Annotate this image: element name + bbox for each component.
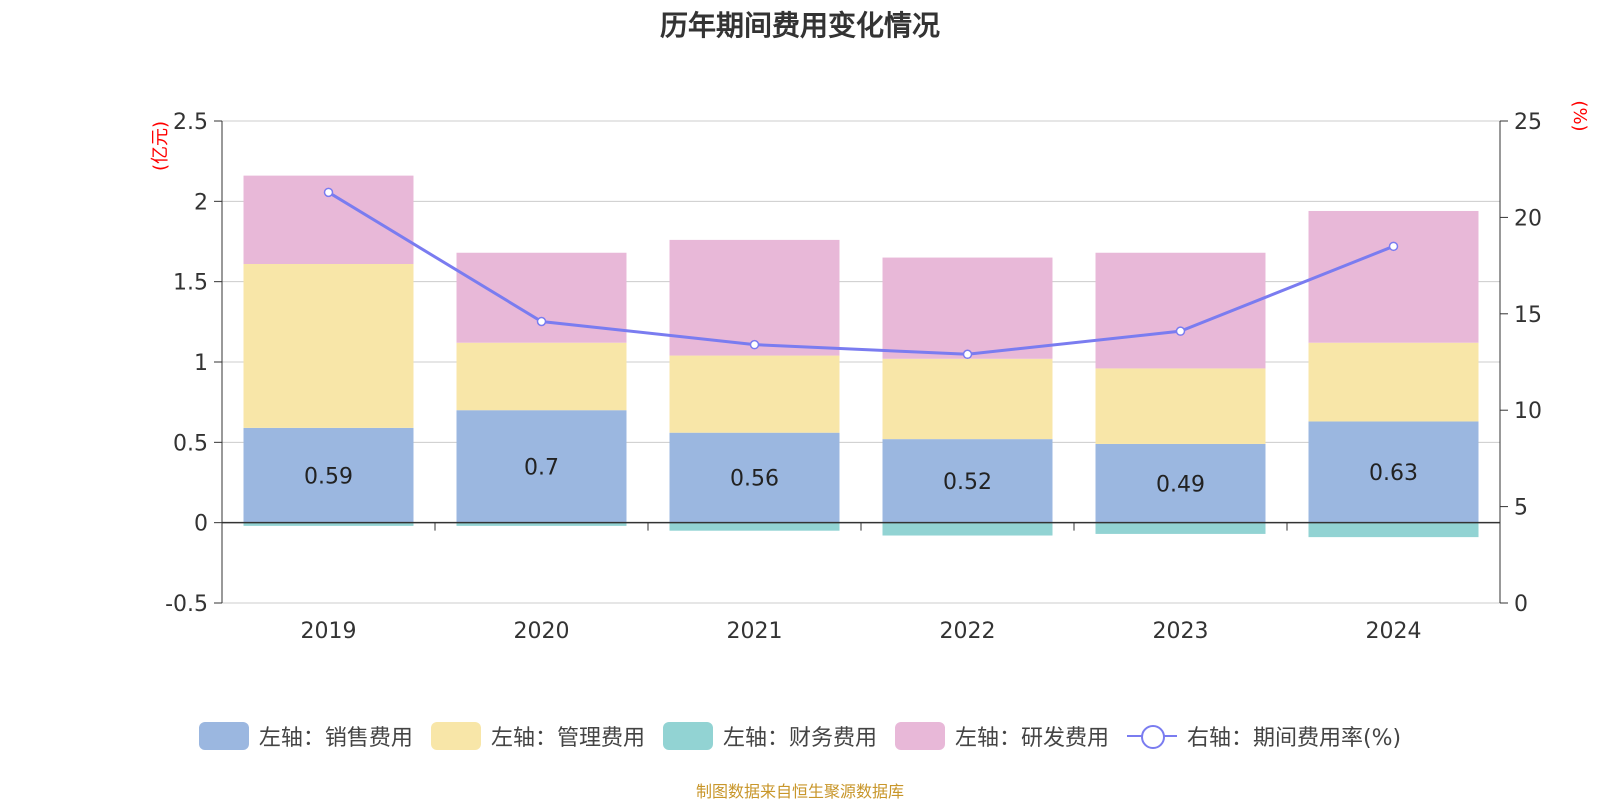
bar-sales: [456, 410, 627, 523]
bar-admin: [1095, 368, 1266, 444]
left-axis-tick-label: 0.5: [173, 431, 208, 456]
data-label-sales: 0.49: [1156, 472, 1205, 497]
x-axis-tick-label: 2023: [1153, 619, 1209, 644]
bar-admin: [1308, 342, 1479, 422]
bar-sales: [1308, 421, 1479, 523]
legend-label-finance: 左轴：财务费用: [722, 726, 877, 751]
data-label-sales: 0.63: [1369, 461, 1418, 486]
legend-label-ratio: 右轴：期间费用率(%): [1186, 726, 1402, 751]
legend-item-admin[interactable]: 左轴：管理费用: [430, 720, 645, 752]
bars-group: [243, 175, 1479, 538]
bar-sales: [243, 427, 414, 523]
bar-sales: [882, 439, 1053, 523]
legend-label-rd: 左轴：研发费用: [954, 726, 1109, 751]
bar-admin: [243, 263, 414, 428]
axes-group: -0.5 0 0.5 1 1.5 2 2.5 0 5 10 15 20 25 (亿元) (%) 2019 202…: [150, 100, 1590, 644]
legend-swatch-finance: [662, 722, 713, 750]
right-axis-tick-label: 25: [1514, 110, 1542, 135]
ratio-point: [749, 339, 760, 350]
source-note: 制图数据来自恒生聚源数据库: [695, 782, 904, 801]
bar-finance: [882, 522, 1053, 536]
bar-admin: [456, 342, 627, 411]
data-label-sales: 0.52: [943, 470, 992, 495]
bar-finance: [669, 522, 840, 531]
x-axis-tick-label: 2020: [514, 619, 570, 644]
bar-finance: [456, 522, 627, 526]
grid-lines: [222, 120, 1500, 604]
legend-item-rd[interactable]: 左轴：研发费用: [894, 720, 1109, 752]
left-axis-tick-label: 2.5: [173, 110, 208, 135]
data-label-sales: 0.59: [304, 464, 353, 489]
x-axis-tick-label: 2021: [727, 619, 783, 644]
left-axis-tick-label: 0: [194, 512, 208, 537]
bar-rd: [1095, 252, 1266, 369]
ratio-point: [962, 349, 973, 360]
left-axis-tick-label: 2: [194, 190, 208, 215]
ratio-point: [536, 316, 547, 327]
legend-label-admin: 左轴：管理费用: [490, 726, 645, 751]
right-axis-tick-label: 15: [1514, 303, 1542, 328]
bar-rd: [882, 257, 1053, 359]
legend-swatch-sales: [198, 722, 249, 750]
bar-admin: [669, 355, 840, 433]
legend-item-sales[interactable]: 左轴：销售费用: [198, 720, 413, 752]
bar-rd: [669, 239, 840, 356]
left-axis-tick-label: -0.5: [165, 592, 208, 617]
ratio-point: [323, 187, 334, 198]
x-axis-tick-label: 2024: [1366, 619, 1422, 644]
ratio-line: [327, 191, 1395, 356]
right-axis-tick-label: 20: [1514, 206, 1542, 231]
data-label-sales: 0.7: [524, 455, 559, 480]
x-axis-tick-label: 2022: [940, 619, 996, 644]
data-label-sales: 0.56: [730, 467, 779, 492]
right-axis-tick-label: 0: [1514, 592, 1528, 617]
bar-finance: [1308, 522, 1479, 538]
ratio-line-group: [323, 187, 1399, 360]
data-labels-group: 0.59 0.7 0.56 0.52 0.49 0.63: [304, 455, 1418, 497]
legend-item-ratio[interactable]: 右轴：期间费用率(%): [1126, 720, 1402, 752]
bar-sales: [669, 432, 840, 523]
bar-finance: [1095, 522, 1266, 534]
right-axis-tick-label: 10: [1514, 399, 1542, 424]
ratio-point: [1388, 241, 1399, 252]
legend-swatch-ratio: [1126, 722, 1177, 750]
x-axis-tick-label: 2019: [301, 619, 357, 644]
legend-swatch-admin: [430, 722, 481, 750]
bar-sales: [1095, 443, 1266, 523]
right-axis-tick-label: 5: [1514, 496, 1528, 521]
legend-label-sales: 左轴：销售费用: [258, 726, 413, 751]
ratio-point: [1175, 326, 1186, 336]
left-axis-tick-label: 1.5: [173, 271, 208, 296]
legend-swatch-rd: [894, 722, 945, 750]
chart-title: 历年期间费用变化情况: [659, 9, 940, 42]
right-axis-unit: (%): [1569, 100, 1590, 131]
bar-admin: [882, 358, 1053, 440]
left-axis-unit: (亿元): [150, 121, 171, 171]
bar-rd: [1308, 210, 1479, 343]
left-axis-tick-label: 1: [194, 351, 208, 376]
bar-finance: [243, 522, 414, 526]
chart-canvas: -0.5 0 0.5 1 1.5 2 2.5 0 5 10 15 20 25 (亿元) (%) 2019 202…: [150, 100, 1590, 644]
legend-item-finance[interactable]: 左轴：财务费用: [662, 720, 877, 752]
legend: 左轴：销售费用 左轴：管理费用 左轴：财务费用 左轴：研发费用 右轴：期间费用率…: [0, 720, 1600, 752]
